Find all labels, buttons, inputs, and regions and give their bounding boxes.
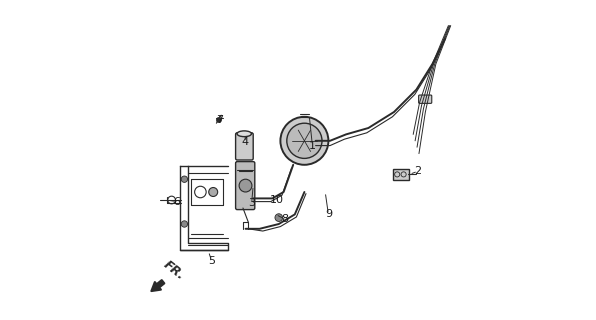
Circle shape [181,176,188,182]
Circle shape [181,221,188,227]
FancyBboxPatch shape [418,95,432,103]
Text: 9: 9 [325,209,332,220]
Text: 7: 7 [216,115,223,125]
FancyBboxPatch shape [235,162,255,210]
Text: FR.: FR. [161,258,187,282]
FancyBboxPatch shape [393,169,409,180]
Text: 1: 1 [309,140,316,151]
Text: 10: 10 [270,195,284,205]
Circle shape [280,117,328,165]
Text: 4: 4 [241,137,249,148]
Circle shape [216,117,222,123]
FancyBboxPatch shape [235,133,253,160]
Text: 6: 6 [173,196,180,207]
Circle shape [239,179,252,192]
Ellipse shape [237,131,252,137]
Text: 2: 2 [414,166,421,176]
Text: 3: 3 [248,198,255,208]
Text: 5: 5 [208,256,215,266]
Circle shape [275,214,283,221]
Circle shape [287,123,322,158]
Text: 8: 8 [282,214,289,224]
Circle shape [209,188,218,196]
FancyArrowPatch shape [151,280,164,291]
